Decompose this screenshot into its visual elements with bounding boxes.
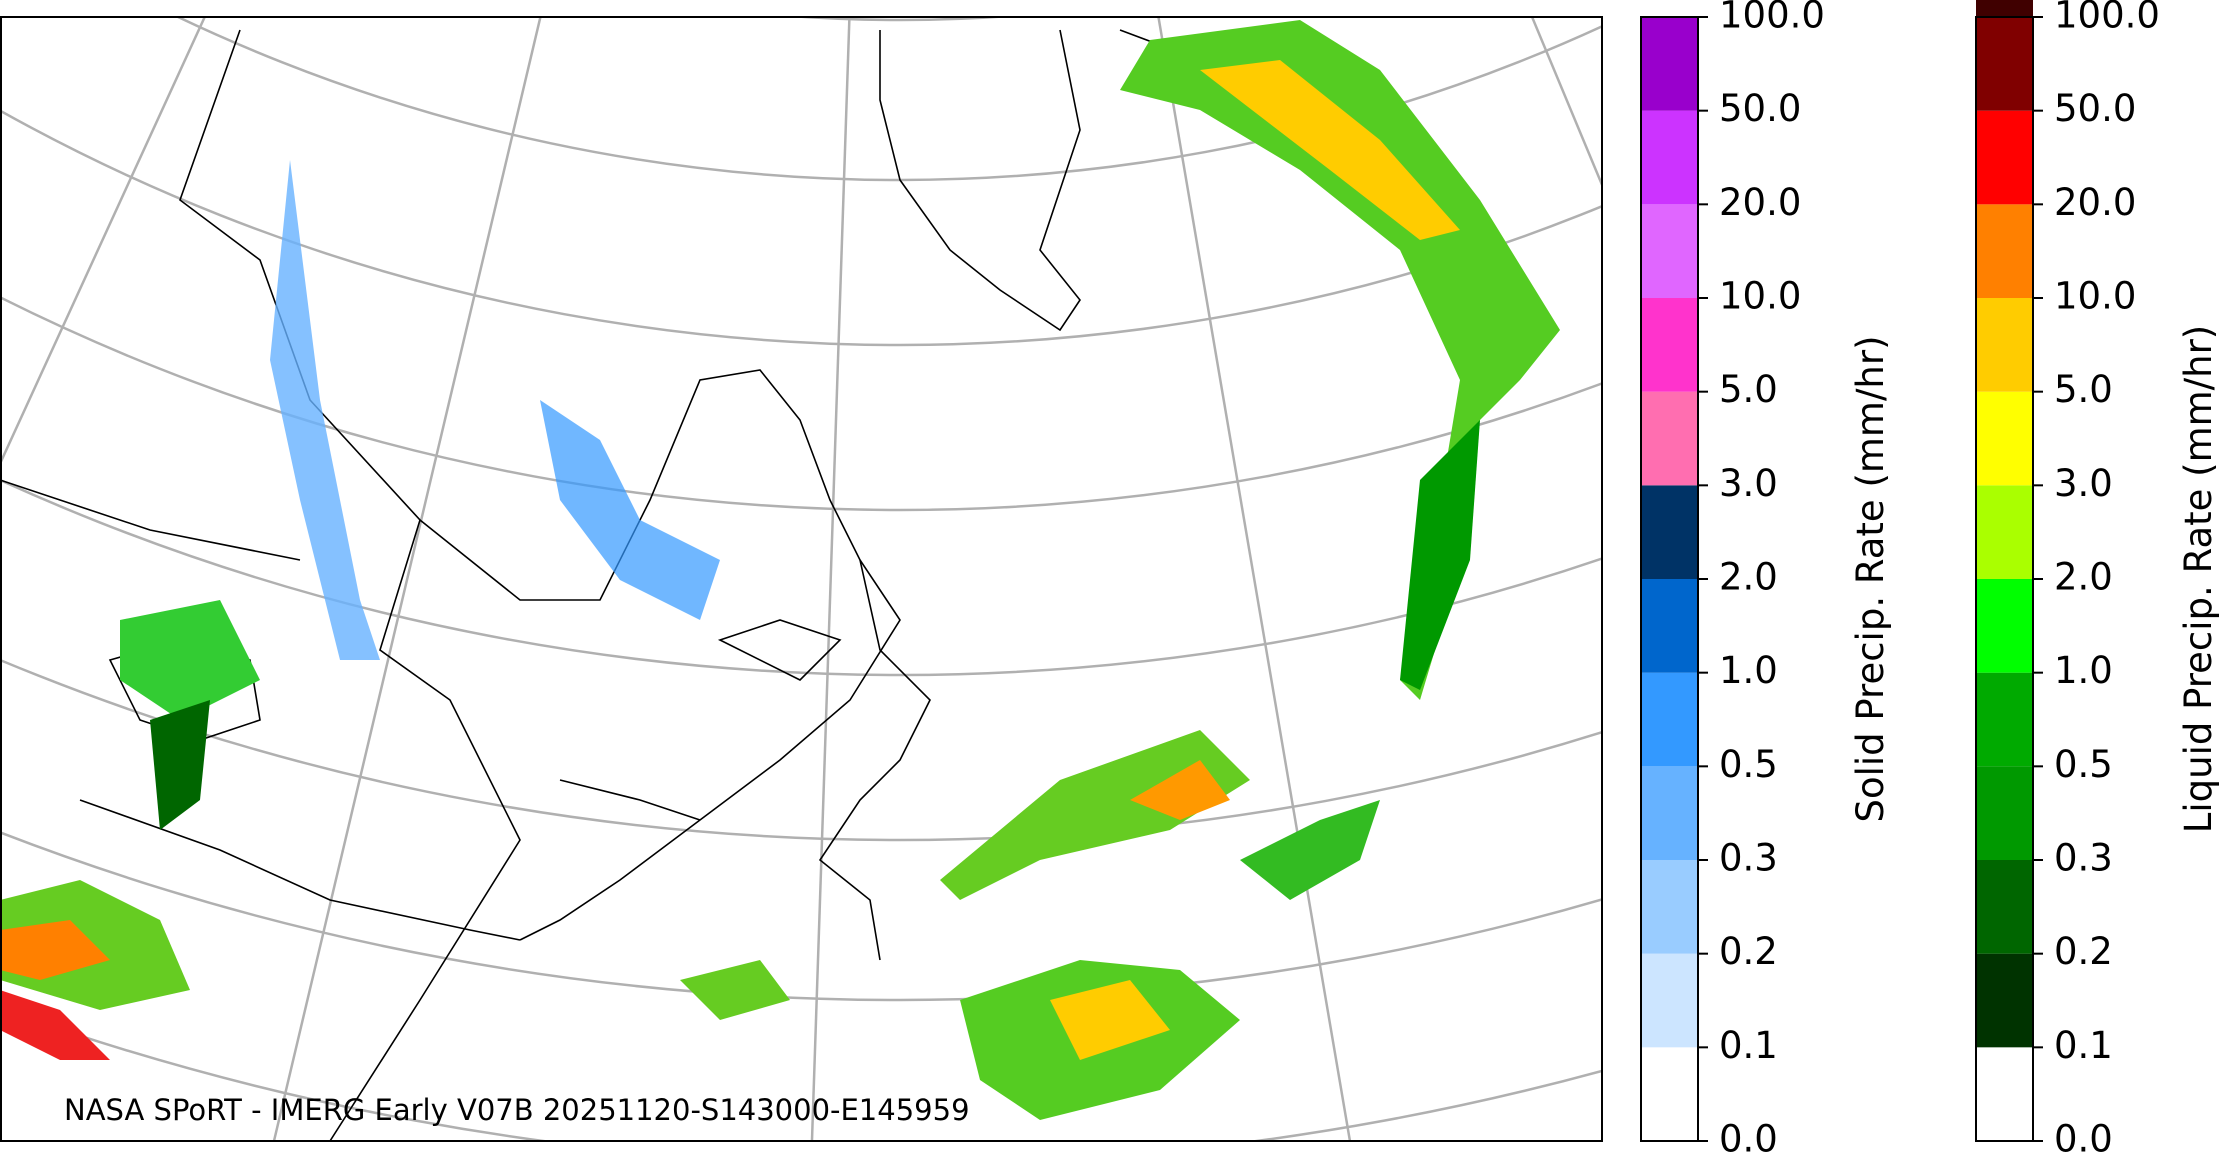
colorbar-segment: [1976, 204, 2033, 298]
colorbar-tick-label: 10.0: [2054, 275, 2136, 318]
colorbar-label: Liquid Precip. Rate (mm/hr): [2177, 325, 2220, 834]
precipitation: [1, 20, 1560, 1120]
colorbar-tick-label: 50.0: [1719, 87, 1801, 130]
colorbar-segment: [1641, 298, 1698, 392]
colorbar-segment: [1976, 1047, 2033, 1141]
colorbar-segment: [1641, 391, 1698, 486]
colorbar-tick-label: 100.0: [1719, 0, 1825, 37]
colorbar-tick-label: 0.5: [1719, 743, 1778, 786]
colorbar-segment: [1976, 579, 2033, 673]
colorbar-segment: [1641, 1047, 1698, 1141]
colorbar-segment: [1641, 485, 1698, 579]
colorbar-tick-label: 0.5: [2054, 743, 2113, 786]
map-frame: [0, 16, 1603, 1142]
colorbar-tick-label: 0.3: [1719, 837, 1778, 880]
colorbar-tick-label: 5.0: [2054, 368, 2113, 411]
colorbar-segment: [1976, 672, 2033, 767]
colorbar-tick-label: 50.0: [2054, 87, 2136, 130]
colorbar-tick-label: 0.2: [1719, 930, 1778, 973]
colorbar-segment: [1976, 953, 2033, 1048]
colorbar-tick-label: 5.0: [1719, 368, 1778, 411]
colorbar-segment: [1641, 579, 1698, 673]
colorbar-segment: [1976, 485, 2033, 579]
colorbar-tick-label: 100.0: [2054, 0, 2160, 37]
colorbar-segment: [1976, 766, 2033, 860]
colorbar-tick-label: 0.0: [1719, 1118, 1778, 1161]
colorbar-label: Solid Precip. Rate (mm/hr): [1849, 335, 1892, 822]
colorbar-tick-label: 3.0: [2054, 462, 2113, 505]
colorbar-segment: [1976, 17, 2033, 111]
colorbar-tick-label: 1.0: [1719, 649, 1778, 692]
colorbar-tick-label: 0.2: [2054, 930, 2113, 973]
colorbar-segment: [1641, 110, 1698, 205]
caption: NASA SPoRT - IMERG Early V07B 20251120-S…: [64, 1093, 970, 1127]
colorbar-tick-label: 3.0: [1719, 462, 1778, 505]
colorbar-segment: [1976, 860, 2033, 954]
colorbar-tick-label: 20.0: [2054, 181, 2136, 224]
colorbar-tick-label: 1.0: [2054, 649, 2113, 692]
colorbar-tick-label: 20.0: [1719, 181, 1801, 224]
colorbar-segment: [1976, 298, 2033, 392]
colorbar-tick-label: 2.0: [1719, 556, 1778, 599]
colorbar-segment: [1641, 204, 1698, 298]
colorbar-tick-label: 0.3: [2054, 837, 2113, 880]
colorbar-tick-label: 0.0: [2054, 1118, 2113, 1161]
colorbar-segment: [1641, 766, 1698, 860]
colorbar-segment: [1976, 391, 2033, 486]
colorbar-segment: [1641, 860, 1698, 954]
colorbar-tick-label: 2.0: [2054, 556, 2113, 599]
colorbar-tick-label: 0.1: [2054, 1024, 2113, 1067]
colorbar-segment: [1976, 0, 2033, 17]
colorbar-segment: [1976, 110, 2033, 205]
colorbar-segment: [1641, 953, 1698, 1048]
colorbar-tick-label: 0.1: [1719, 1024, 1778, 1067]
colorbar-segment: [1641, 17, 1698, 111]
colorbar-segment: [1641, 672, 1698, 767]
colorbar-tick-label: 10.0: [1719, 275, 1801, 318]
